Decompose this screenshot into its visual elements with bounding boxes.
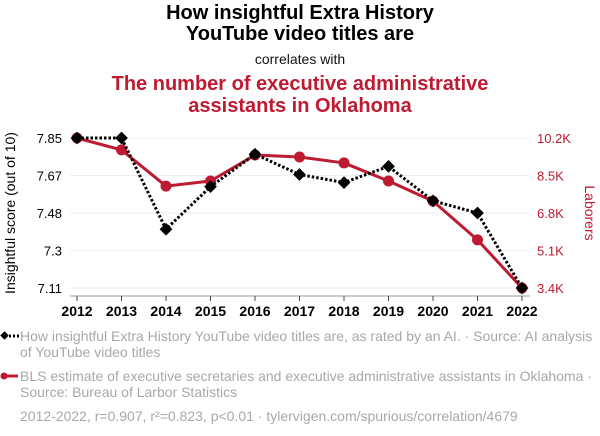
series-layer — [70, 131, 529, 295]
data-point-insightful — [426, 194, 440, 208]
data-point-insightful — [293, 168, 306, 181]
y-tick-label-right: 5.1K — [537, 244, 564, 259]
y-tick-label-right: 3.4K — [537, 281, 564, 296]
data-point-laborers — [294, 151, 305, 163]
y-tick-label-left: 7.11 — [38, 281, 62, 296]
x-tick-label: 2015 — [195, 303, 226, 319]
x-tick-label: 2022 — [506, 303, 537, 319]
chart-title: How insightful Extra History YouTube vid… — [166, 2, 434, 45]
legend: How insightful Extra History YouTube vid… — [0, 328, 600, 400]
legend-label-series1: How insightful Extra History YouTube vid… — [20, 328, 593, 360]
data-point-insightful — [159, 222, 173, 236]
axes: 7.11 3.4K 7.3 5.1K 7.48 6.8K 7.67 8.5K 7.85 10.2K… — [37, 131, 572, 319]
y-axis-label-left: Insightful score (out of 10) — [2, 132, 18, 294]
correlates-with-label: correlates with — [254, 51, 346, 67]
data-point-insightful — [337, 176, 351, 189]
x-tick-label: 2020 — [417, 303, 448, 319]
legend-item-series2[interactable]: BLS estimate of executive secretaries an… — [0, 368, 600, 400]
data-point-laborers — [338, 157, 350, 169]
x-tick-label: 2013 — [106, 303, 137, 319]
x-tick-label: 2018 — [328, 303, 359, 319]
x-tick-label: 2014 — [150, 303, 181, 319]
y-tick-label-right: 6.8K — [537, 206, 564, 221]
data-point-laborers — [472, 234, 483, 246]
data-point-laborers — [160, 180, 172, 192]
legend-label-series2: BLS estimate of executive secretaries an… — [20, 368, 592, 400]
y-tick-label-left: 7.85 — [37, 131, 62, 146]
x-tick-label: 2019 — [373, 303, 404, 319]
footer-stats: 2012-2022, r=0.907, r²=0.823, p<0.01 · t… — [20, 408, 518, 424]
x-tick-label: 2017 — [284, 303, 315, 319]
legend-swatch-solid-circle-icon — [0, 372, 18, 380]
y-tick-label-left: 7.3 — [44, 244, 62, 259]
y-tick-label-right: 8.5K — [537, 169, 564, 184]
data-point-insightful — [204, 180, 217, 194]
chart-title-secondary: The number of executive administrative a… — [111, 73, 489, 117]
y-tick-label-left: 7.67 — [37, 169, 62, 184]
legend-swatch-dotted-diamond-icon — [0, 331, 19, 340]
legend-item-series1[interactable]: How insightful Extra History YouTube vid… — [0, 328, 600, 360]
x-tick-label: 2016 — [239, 303, 270, 319]
chart-header: How insightful Extra History YouTube vid… — [0, 2, 600, 118]
data-point-insightful — [115, 131, 128, 145]
x-tick-label: 2021 — [462, 303, 493, 319]
data-point-laborers — [116, 144, 127, 156]
data-point-insightful — [70, 131, 84, 145]
data-point-laborers — [383, 175, 394, 187]
y-axis-label-right: Laborers — [582, 185, 598, 240]
data-point-insightful — [471, 206, 484, 220]
x-tick-label: 2012 — [61, 303, 92, 319]
y-tick-label-right: 10.2K — [537, 131, 571, 146]
data-point-insightful — [248, 147, 262, 161]
data-point-insightful — [382, 160, 395, 173]
y-tick-label-left: 7.48 — [37, 206, 62, 221]
